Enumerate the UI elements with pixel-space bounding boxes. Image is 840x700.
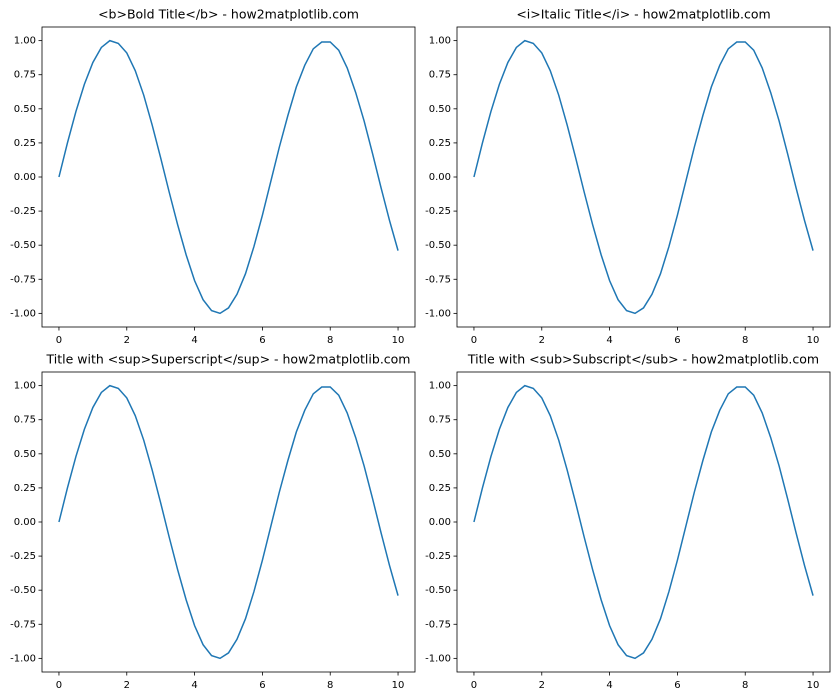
y-tick-label: 1.00	[429, 381, 451, 392]
y-tick-label: -0.50	[10, 585, 36, 596]
y-tick-label: -0.50	[425, 240, 451, 251]
y-tick-label: 0.75	[14, 415, 36, 426]
y-tick-label: 0.00	[14, 517, 36, 528]
x-tick-label: 0	[56, 335, 62, 346]
x-tick-label: 2	[539, 680, 545, 691]
x-tick-label: 6	[674, 335, 680, 346]
y-tick-label: 0.25	[429, 483, 451, 494]
axes-frame	[41, 26, 416, 328]
line	[58, 384, 399, 660]
y-tick-label: -0.25	[10, 206, 36, 217]
x-tick-label: 8	[327, 680, 333, 691]
y-tick-label: -0.50	[425, 585, 451, 596]
x-tick-label: 2	[124, 680, 130, 691]
y-tick-label: -1.00	[425, 308, 451, 319]
axes-frame	[456, 371, 831, 673]
y-tick-label: 0.25	[14, 483, 36, 494]
y-tick-label: 0.75	[14, 70, 36, 81]
x-tick-label: 6	[259, 335, 265, 346]
x-tick-label: 4	[606, 335, 612, 346]
chart-title: <i>Italic Title</i> - how2matplotlib.com	[516, 7, 770, 22]
y-tick-label: 0.00	[429, 172, 451, 183]
x-tick-label: 4	[191, 680, 197, 691]
x-tick-label: 8	[742, 335, 748, 346]
y-tick-label: 1.00	[14, 36, 36, 47]
y-tick-label: 0.50	[429, 104, 451, 115]
x-tick-label: 6	[674, 680, 680, 691]
x-tick-label: 10	[392, 335, 405, 346]
x-tick-label: 0	[56, 680, 62, 691]
y-tick-label: -1.00	[10, 308, 36, 319]
x-tick-label: 10	[392, 680, 405, 691]
chart-title: Title with <sup>Superscript</sup> - how2…	[45, 352, 410, 367]
x-tick-label: 8	[327, 335, 333, 346]
y-tick-label: -0.25	[425, 206, 451, 217]
chart-title: <b>Bold Title</b> - how2matplotlib.com	[98, 7, 359, 22]
axes-frame	[41, 371, 416, 673]
y-tick-label: -1.00	[10, 653, 36, 664]
x-tick-label: 6	[259, 680, 265, 691]
y-tick-label: 0.00	[429, 517, 451, 528]
x-tick-label: 4	[606, 680, 612, 691]
y-tick-label: 0.25	[429, 138, 451, 149]
x-tick-label: 2	[539, 335, 545, 346]
y-tick-label: -0.75	[10, 274, 36, 285]
y-tick-label: 0.50	[429, 449, 451, 460]
line	[473, 384, 814, 660]
chart-title: Title with <sub>Subscript</sub> - how2ma…	[467, 352, 819, 367]
y-tick-label: -0.75	[425, 619, 451, 630]
y-tick-label: 0.50	[14, 104, 36, 115]
y-tick-label: -1.00	[425, 653, 451, 664]
x-tick-label: 10	[807, 680, 820, 691]
y-tick-label: -0.25	[425, 551, 451, 562]
x-tick-label: 0	[471, 680, 477, 691]
y-tick-label: 0.00	[14, 172, 36, 183]
y-tick-label: 0.25	[14, 138, 36, 149]
y-tick-label: 0.75	[429, 70, 451, 81]
line	[58, 39, 399, 315]
x-tick-label: 0	[471, 335, 477, 346]
y-tick-label: -0.25	[10, 551, 36, 562]
y-tick-label: 0.50	[14, 449, 36, 460]
y-tick-label: 1.00	[14, 381, 36, 392]
y-tick-label: -0.75	[10, 619, 36, 630]
x-tick-label: 8	[742, 680, 748, 691]
y-tick-label: 1.00	[429, 36, 451, 47]
x-tick-label: 4	[191, 335, 197, 346]
y-tick-label: -0.75	[425, 274, 451, 285]
x-tick-label: 2	[124, 335, 130, 346]
y-tick-label: 0.75	[429, 415, 451, 426]
y-tick-label: -0.50	[10, 240, 36, 251]
axes-frame	[456, 26, 831, 328]
x-tick-label: 10	[807, 335, 820, 346]
line	[473, 39, 814, 315]
